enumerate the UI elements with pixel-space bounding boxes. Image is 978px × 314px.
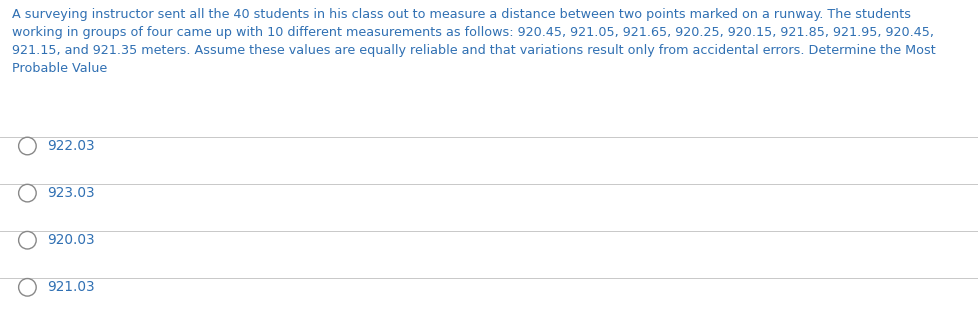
Text: 923.03: 923.03 (47, 186, 95, 200)
Point (20, 143, 35, 149)
Point (20, 285, 35, 290)
Point (20, 238, 35, 243)
Text: 921.03: 921.03 (47, 280, 95, 294)
Text: 920.03: 920.03 (47, 233, 95, 247)
Text: 922.03: 922.03 (47, 139, 95, 153)
Text: A surveying instructor sent all the 40 students in his class out to measure a di: A surveying instructor sent all the 40 s… (12, 8, 935, 75)
Point (20, 191, 35, 196)
